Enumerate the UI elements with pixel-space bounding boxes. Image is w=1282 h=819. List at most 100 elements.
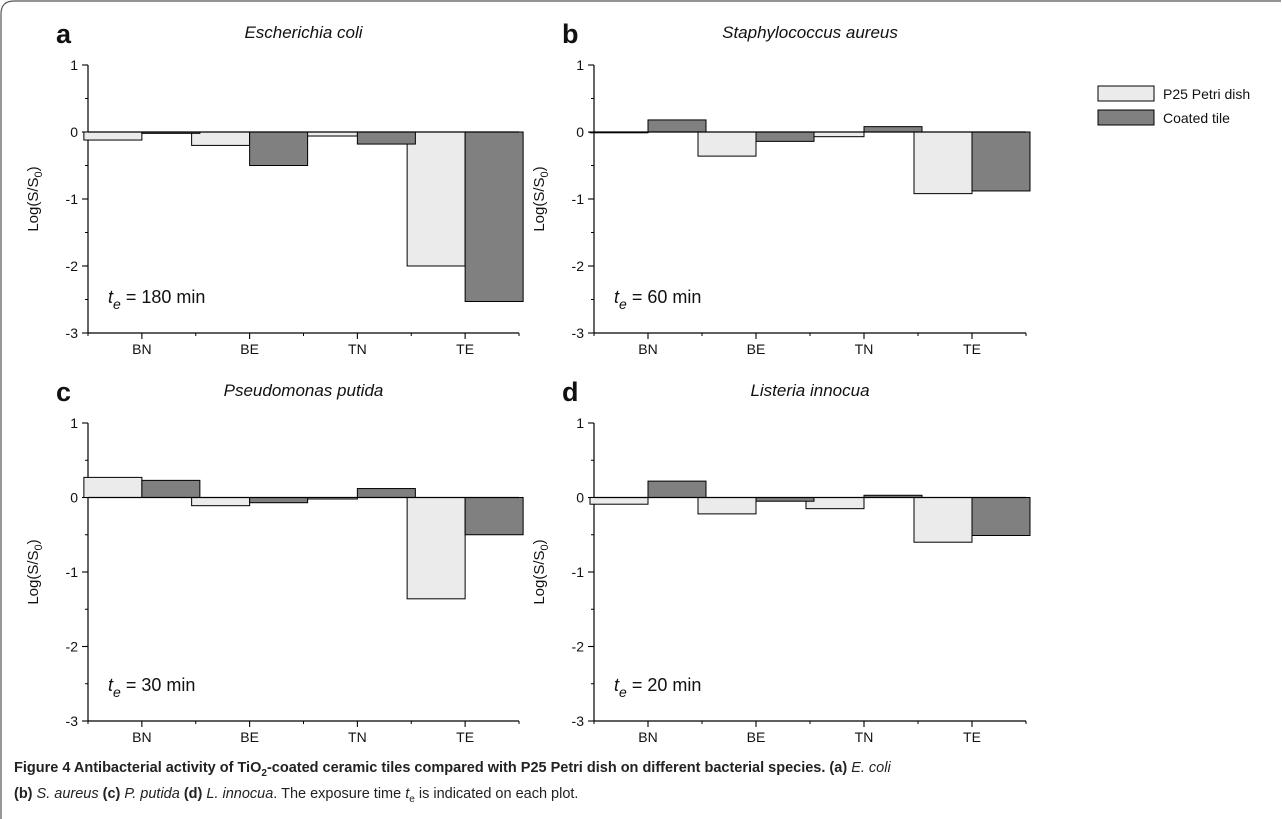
x-tick-label: BE	[747, 341, 766, 357]
x-tick-label: TE	[456, 341, 474, 357]
bar-coated	[647, 480, 707, 498]
y-tick-label: 1	[576, 57, 584, 73]
bar-coated	[863, 126, 923, 133]
y-axis-label: Log(S/S0)	[531, 166, 551, 231]
caption-part-species: S. aureus	[36, 785, 99, 802]
caption-part-label: (d)	[183, 785, 203, 802]
exposure-annotation: te = 30 min	[108, 675, 195, 700]
y-tick-label: -2	[572, 639, 585, 655]
x-tick-label: TE	[963, 729, 981, 745]
y-tick-label: 1	[70, 415, 78, 431]
panel-letter: c	[56, 377, 71, 407]
bar-p25	[83, 131, 143, 141]
chart-panel-d: d Listeria innocua 1 0 -1 -2 -3 BN BE TN TE Log(S/S…	[531, 377, 1031, 745]
y-tick-label: -1	[66, 564, 79, 580]
bar-p25	[805, 131, 865, 138]
x-tick-label: BN	[132, 341, 151, 357]
bar-p25	[697, 131, 757, 157]
x-tick-label: BE	[240, 729, 259, 745]
y-tick-label: 0	[70, 124, 78, 140]
y-tick-label: -3	[572, 713, 585, 729]
legend-label: Coated tile	[1163, 110, 1230, 126]
bar-p25	[406, 497, 466, 600]
chart-title: Staphylococcus aureus	[722, 23, 898, 42]
chart-panel-a: a Escherichia coli 1 0 -1 -2 -3 BN BE TN TE Log(S/S…	[25, 19, 524, 357]
bar-coated	[647, 119, 707, 133]
exposure-annotation: te = 20 min	[614, 675, 701, 700]
x-tick-label: TN	[348, 341, 367, 357]
y-tick-label: 0	[576, 490, 584, 506]
bar-coated	[755, 131, 815, 142]
figure-caption: Figure 4 Antibacterial activity of TiO2-…	[14, 758, 1272, 810]
x-tick-label: BE	[240, 341, 259, 357]
bar-p25	[913, 131, 973, 195]
bar-p25	[191, 497, 251, 507]
y-tick-label: -3	[66, 713, 79, 729]
bar-coated	[971, 497, 1031, 536]
bar-coated	[971, 131, 1031, 192]
y-tick-label: 1	[70, 57, 78, 73]
y-axis-label: Log(S/S0)	[25, 166, 45, 231]
y-tick-label: -2	[66, 639, 79, 655]
bar-coated	[249, 131, 309, 166]
caption-part-species: E. coli	[851, 760, 891, 776]
y-tick-label: -1	[572, 564, 585, 580]
y-tick-label: 1	[576, 415, 584, 431]
caption-part-species: L. innocua	[206, 785, 274, 802]
x-tick-label: BN	[132, 729, 151, 745]
caption-part-label: (c)	[102, 785, 121, 802]
x-tick-label: BN	[638, 729, 657, 745]
chart-panel-b: b Staphylococcus aureus 1 0 -1 -2 -3 BN BE TN TE Lo…	[531, 19, 1031, 357]
x-tick-label: BN	[638, 341, 657, 357]
bar-coated	[464, 497, 524, 536]
bar-p25	[805, 497, 865, 510]
bar-coated	[356, 131, 416, 145]
exposure-annotation: te = 60 min	[614, 287, 701, 312]
bar-p25	[83, 476, 143, 499]
y-tick-label: -1	[66, 191, 79, 207]
y-tick-label: 0	[70, 490, 78, 506]
y-axis-label: Log(S/S0)	[25, 539, 45, 604]
x-tick-label: TE	[456, 729, 474, 745]
x-tick-label: TN	[855, 729, 874, 745]
x-tick-label: TE	[963, 341, 981, 357]
caption-part-label: (a)	[829, 760, 848, 776]
panel-letter: b	[562, 19, 579, 49]
caption-part-species: P. putida	[124, 785, 180, 802]
chart-title: Escherichia coli	[244, 23, 363, 42]
bar-p25	[589, 497, 649, 505]
legend-swatch	[1097, 85, 1155, 102]
caption-part-label: (b)	[14, 785, 33, 802]
y-tick-label: 0	[576, 124, 584, 140]
bar-p25	[913, 497, 973, 543]
caption-tail: . The exposure time te is indicated on e…	[273, 785, 579, 805]
legend-swatch	[1097, 109, 1155, 126]
y-tick-label: -1	[572, 191, 585, 207]
caption-title: Figure 4 Antibacterial activity of TiO2-…	[14, 760, 826, 779]
chart-panel-c: c Pseudomonas putida 1 0 -1 -2 -3 BN BE TN TE Log(S…	[25, 377, 524, 745]
bar-p25	[697, 497, 757, 515]
y-tick-label: -2	[66, 258, 79, 274]
x-tick-label: BE	[747, 729, 766, 745]
y-tick-label: -3	[572, 325, 585, 341]
y-tick-label: -2	[572, 258, 585, 274]
bar-coated	[356, 488, 416, 498]
panel-letter: a	[56, 19, 72, 49]
bar-coated	[249, 497, 309, 504]
bar-p25	[406, 131, 466, 267]
bar-coated	[464, 131, 524, 303]
x-tick-label: TN	[855, 341, 874, 357]
y-tick-label: -3	[66, 325, 79, 341]
legend: P25 Petri dish Coated tile	[1097, 85, 1250, 126]
chart-title: Listeria innocua	[750, 381, 869, 400]
bar-coated	[141, 479, 201, 498]
bar-p25	[191, 131, 251, 146]
legend-label: P25 Petri dish	[1163, 86, 1250, 102]
x-tick-label: TN	[348, 729, 367, 745]
y-axis-label: Log(S/S0)	[531, 539, 551, 604]
exposure-annotation: te = 180 min	[108, 287, 205, 312]
chart-title: Pseudomonas putida	[224, 381, 384, 400]
